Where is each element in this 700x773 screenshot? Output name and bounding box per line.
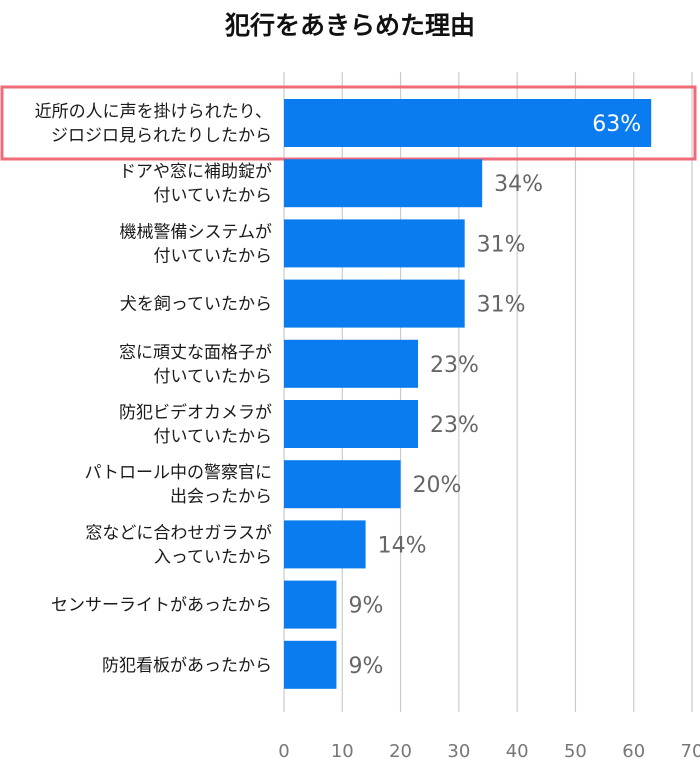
x-tick-label: 40 [506, 741, 529, 762]
bar [284, 520, 366, 569]
value-label: 31% [477, 293, 526, 318]
category-label: 防犯看板があったから [102, 656, 272, 676]
category-label: ドアや窓に補助錠が [119, 162, 272, 182]
bar [284, 279, 465, 328]
value-label: 9% [348, 654, 383, 679]
category-label: ジロジロ見られたりしたから [51, 126, 272, 146]
category-label: 窓などに合わせガラスが [85, 523, 272, 543]
value-label: 9% [348, 594, 383, 619]
x-tick-label: 10 [331, 741, 354, 762]
bar [284, 640, 337, 689]
value-label: 20% [413, 473, 462, 498]
highlight-frame-layer [0, 85, 697, 161]
category-label: 出会ったから [170, 487, 272, 507]
x-tick-label: 30 [447, 741, 470, 762]
category-label: 付いていたから [154, 367, 273, 387]
value-label: 34% [494, 172, 543, 197]
bar [284, 460, 401, 509]
category-label: パトロール中の警察官に [84, 463, 272, 483]
x-tick-label: 50 [564, 741, 587, 762]
category-label: 付いていたから [154, 186, 273, 206]
bar [284, 99, 652, 147]
bar [284, 219, 465, 268]
category-label: 防犯ビデオカメラが [119, 402, 272, 423]
x-tick-label: 20 [389, 741, 412, 762]
value-label: 23% [430, 353, 479, 378]
bars [284, 99, 652, 689]
chart-title: 犯行をあきらめた理由 [224, 11, 475, 40]
bar [284, 400, 419, 448]
highlight-frame [0, 85, 697, 161]
category-label: 入っていたから [154, 547, 272, 567]
value-labels: 63% 34% 31% 31% 23% 23% 20% 14% 9% 9% [348, 112, 641, 679]
category-label: 付いていたから [154, 246, 273, 266]
bar [284, 580, 337, 629]
category-label: 機械警備システムが [120, 222, 273, 242]
category-label: 犬を飼っていたから [120, 295, 272, 315]
category-label: 窓に頑丈な面格子が [119, 343, 272, 363]
x-tick-label: 0 [278, 741, 289, 762]
x-axis-ticks: 0 10 20 30 40 50 60 70 [278, 741, 700, 762]
category-label: 付いていたから [154, 427, 273, 447]
bar [284, 159, 483, 208]
category-label: 近所の人に声を掛けられたり、 [35, 102, 272, 122]
x-tick-label: 70 [681, 741, 700, 762]
value-label: 23% [430, 413, 479, 438]
category-label: センサーライトがあったから [51, 596, 272, 616]
value-label: 31% [477, 232, 526, 257]
x-tick-label: 60 [622, 741, 645, 762]
value-label: 14% [378, 533, 427, 558]
bar [284, 339, 419, 388]
value-label: 63% [592, 112, 641, 137]
category-labels: 近所の人に声を掛けられたり、ジロジロ見られたりしたからドアや窓に補助錠が付いてい… [35, 102, 272, 676]
